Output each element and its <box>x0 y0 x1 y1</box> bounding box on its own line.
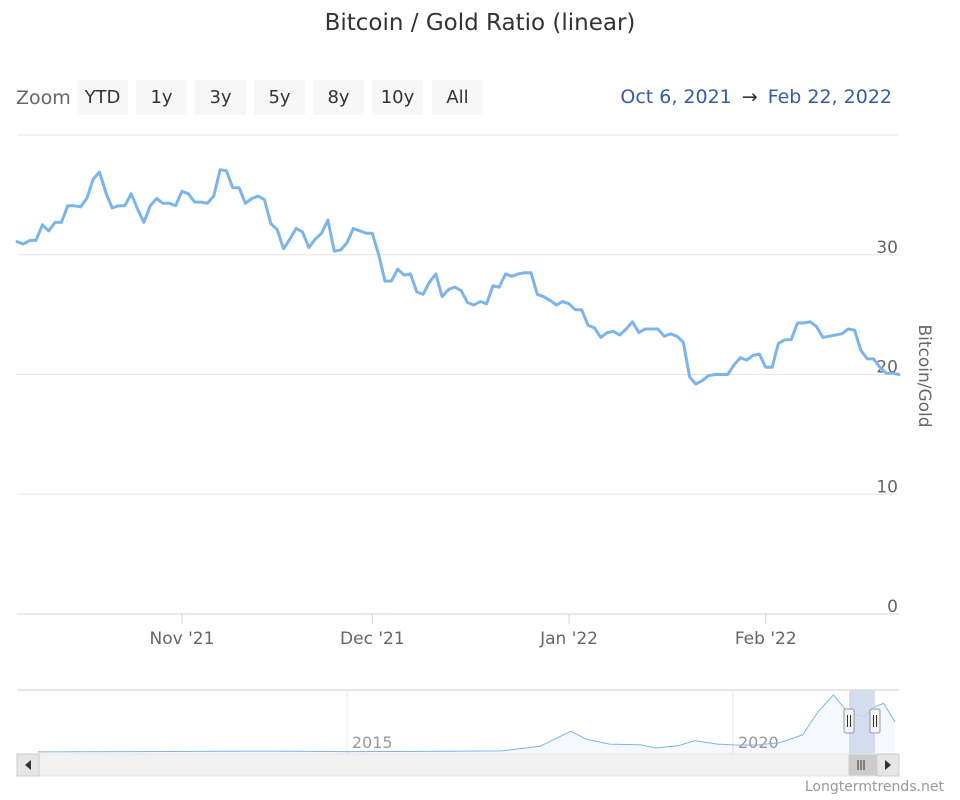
y-tick-label: 30 <box>876 238 898 258</box>
y-tick-label: 0 <box>887 597 898 617</box>
navigator-right-handle[interactable] <box>869 708 881 734</box>
x-tick-label: Dec '21 <box>340 629 405 649</box>
navigator-area <box>38 694 896 754</box>
navigator-scrollbar[interactable] <box>16 753 900 777</box>
handle-body <box>843 708 855 734</box>
zoom-1y-button[interactable]: 1y <box>136 80 187 115</box>
navigator-selected-range <box>849 690 875 754</box>
scrollbar-left-button <box>16 753 40 777</box>
x-axis-ticks: Nov '21 Dec '21 Jan '22 Feb '22 <box>150 614 797 649</box>
range-arrow: → <box>741 86 758 108</box>
navigator-tick-label: 2015 <box>352 733 393 752</box>
zoom-3y-button[interactable]: 3y <box>195 80 246 115</box>
navigator-left-handle[interactable] <box>843 708 855 734</box>
grid <box>17 134 899 615</box>
scrollbar-track <box>16 753 900 777</box>
x-tick-label: Feb '22 <box>735 629 797 649</box>
zoom-all-button[interactable]: All <box>432 80 483 115</box>
scroll-left-arrow-icon <box>25 760 31 770</box>
chart-title: Bitcoin / Gold Ratio (linear) <box>324 10 636 36</box>
scrollbar-right-button <box>876 753 900 777</box>
range-to-date[interactable]: Feb 22, 2022 <box>767 86 892 108</box>
zoom-ytd-button[interactable]: YTD <box>77 80 128 115</box>
credits-link[interactable]: Longtermtrends.net <box>804 779 944 795</box>
zoom-10y-button[interactable]: 10y <box>372 80 423 115</box>
x-tick-label: Jan '22 <box>539 629 598 649</box>
navigator-tick-label: 2020 <box>738 733 779 752</box>
scrollbar-thumb <box>848 754 877 776</box>
scroll-right-arrow-icon <box>885 760 891 770</box>
x-tick-label: Nov '21 <box>150 629 215 649</box>
date-range-display: Oct 6, 2021 → Feb 22, 2022 <box>620 86 892 108</box>
navigator-background <box>17 690 899 754</box>
zoom-8y-button[interactable]: 8y <box>313 80 364 115</box>
zoom-label: Zoom <box>16 87 71 109</box>
zoom-5y-button[interactable]: 5y <box>254 80 305 115</box>
series-line <box>15 168 901 386</box>
handle-body <box>869 708 881 734</box>
y-axis-label: Bitcoin/Gold <box>914 324 934 427</box>
y-tick-label: 10 <box>876 477 898 497</box>
range-from-date[interactable]: Oct 6, 2021 <box>620 86 732 108</box>
navigator-series-line <box>37 694 896 753</box>
